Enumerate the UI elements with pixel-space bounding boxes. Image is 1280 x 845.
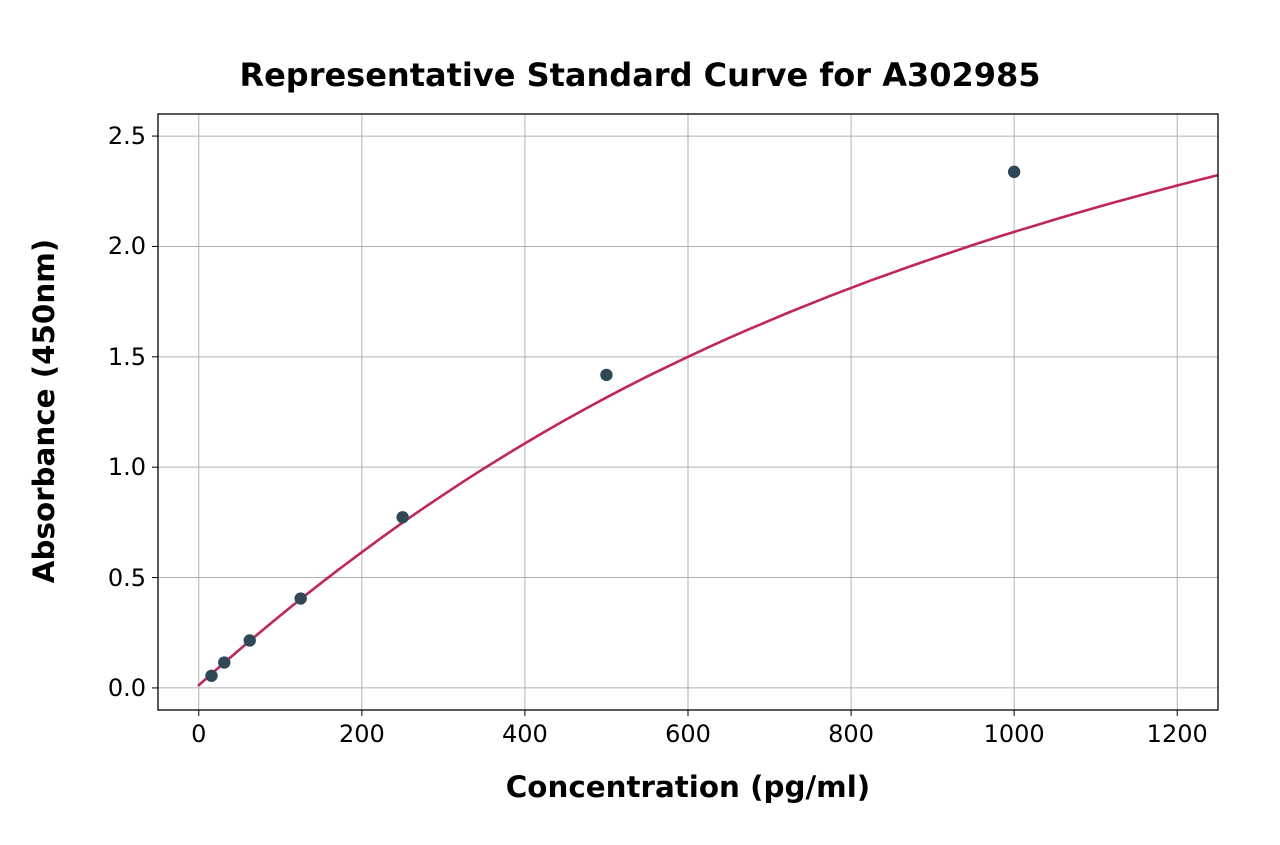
x-tick-label: 200 — [322, 720, 402, 748]
fit-curve — [199, 175, 1218, 685]
data-marker — [600, 369, 612, 381]
x-tick-label: 1200 — [1137, 720, 1217, 748]
data-marker — [1008, 166, 1020, 178]
ytick-group — [152, 136, 158, 688]
data-marker — [294, 592, 306, 604]
x-tick-label: 0 — [159, 720, 239, 748]
y-tick-label: 0.0 — [108, 674, 146, 702]
grid-group — [158, 114, 1218, 710]
y-tick-label: 2.0 — [108, 232, 146, 260]
y-tick-label: 0.5 — [108, 564, 146, 592]
plot-area — [0, 0, 1280, 845]
xtick-group — [199, 710, 1177, 716]
data-marker — [396, 511, 408, 523]
x-tick-label: 400 — [485, 720, 565, 748]
x-tick-label: 1000 — [974, 720, 1054, 748]
x-tick-label: 600 — [648, 720, 728, 748]
y-tick-label: 2.5 — [108, 122, 146, 150]
x-tick-label: 800 — [811, 720, 891, 748]
data-marker — [205, 670, 217, 682]
chart-figure: Representative Standard Curve for A30298… — [0, 0, 1280, 845]
y-tick-label: 1.0 — [108, 453, 146, 481]
marker-group — [205, 166, 1020, 682]
y-tick-label: 1.5 — [108, 343, 146, 371]
curve-group — [199, 175, 1218, 685]
data-marker — [244, 634, 256, 646]
data-marker — [218, 656, 230, 668]
